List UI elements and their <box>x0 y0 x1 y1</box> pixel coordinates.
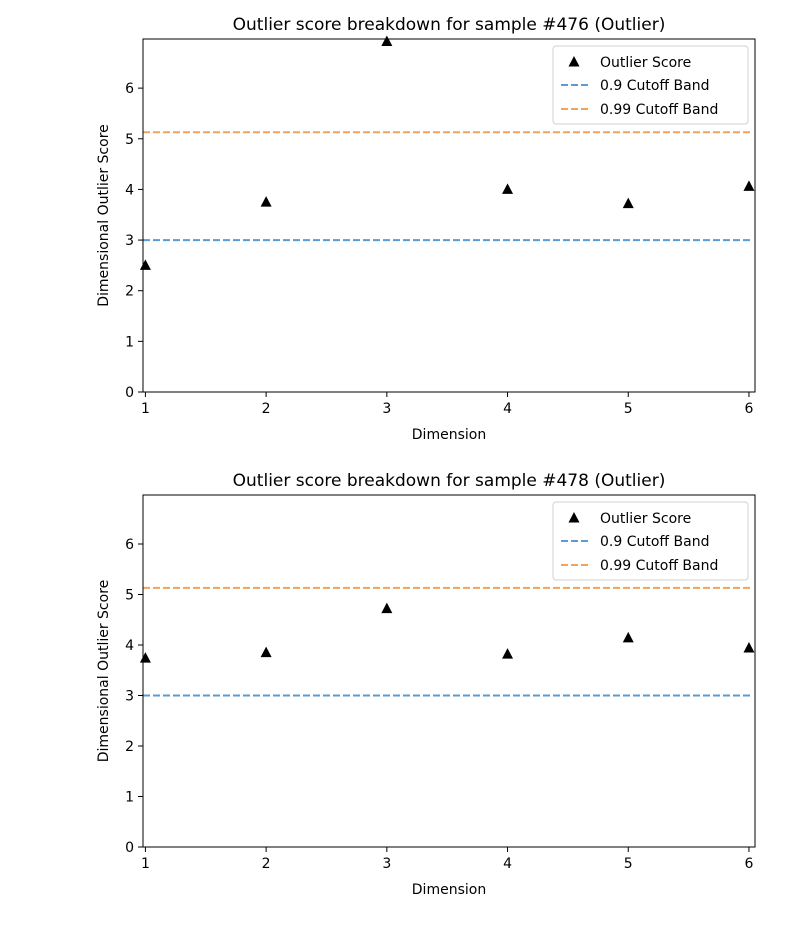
y-tick-label: 4 <box>125 638 134 654</box>
data-point <box>622 631 634 643</box>
data-point <box>743 180 755 191</box>
x-tick-label: 3 <box>382 856 391 872</box>
y-tick-label: 5 <box>125 132 134 148</box>
x-tick-label: 6 <box>745 856 754 872</box>
y-tick-label: 2 <box>125 739 134 755</box>
x-axis-label: Dimension <box>412 882 486 898</box>
legend-box <box>552 501 749 581</box>
y-tick-label: 0 <box>125 385 134 401</box>
x-tick-label: 4 <box>503 401 512 417</box>
data-point <box>381 35 393 47</box>
x-tick-label: 4 <box>503 856 512 872</box>
legend-label: 0.9 Cutoff Band <box>600 78 709 94</box>
y-tick-label: 3 <box>125 688 134 704</box>
legend-label: Outlier Score <box>600 511 691 527</box>
x-tick-label: 1 <box>141 401 150 417</box>
y-axis-label: Dimensional Outlier Score <box>96 580 112 763</box>
data-point <box>139 652 151 663</box>
data-point <box>502 183 514 194</box>
data-point <box>260 196 272 207</box>
y-tick-label: 6 <box>125 81 134 97</box>
x-tick-label: 2 <box>262 856 271 872</box>
chart-title: Outlier score breakdown for sample #478 … <box>233 471 666 491</box>
x-tick-label: 6 <box>745 401 754 417</box>
legend: Outlier Score 0.9 Cutoff Band 0.99 Cutoff … <box>552 501 749 581</box>
y-axis-label: Dimensional Outlier Score <box>96 124 112 307</box>
data-point <box>502 648 514 659</box>
chart-panel-1: Outlier score breakdown for sample #476 … <box>96 15 756 443</box>
x-tick-label: 3 <box>382 401 391 417</box>
data-point <box>260 646 272 658</box>
y-tick-label: 2 <box>125 284 134 300</box>
legend-marker <box>568 56 580 67</box>
data-point <box>139 259 151 270</box>
axes-frame <box>142 494 756 848</box>
data-point <box>743 642 755 653</box>
legend-label: Outlier Score <box>600 55 691 71</box>
y-tick-label: 5 <box>125 587 134 603</box>
legend-label: 0.99 Cutoff Band <box>600 558 718 574</box>
data-point <box>381 602 393 614</box>
legend-marker <box>568 512 580 523</box>
legend-label: 0.9 Cutoff Band <box>600 534 709 550</box>
axes-frame <box>142 38 756 393</box>
legend-label: 0.99 Cutoff Band <box>600 102 718 118</box>
y-tick-label: 6 <box>125 537 134 553</box>
chart-title: Outlier score breakdown for sample #476 … <box>233 15 666 35</box>
chart-panel-2: Outlier score breakdown for sample #478 … <box>96 471 756 898</box>
x-tick-label: 2 <box>262 401 271 417</box>
x-axis-label: Dimension <box>412 427 486 443</box>
y-tick-label: 3 <box>125 233 134 249</box>
legend-box <box>552 45 749 125</box>
legend: Outlier Score 0.9 Cutoff Band 0.99 Cutoff … <box>552 45 749 125</box>
y-tick-label: 0 <box>125 840 134 856</box>
y-tick-label: 1 <box>125 334 134 350</box>
y-tick-label: 1 <box>125 789 134 805</box>
x-tick-label: 1 <box>141 856 150 872</box>
y-tick-label: 4 <box>125 182 134 198</box>
data-point <box>622 197 634 209</box>
x-tick-label: 5 <box>624 401 633 417</box>
x-tick-label: 5 <box>624 856 633 872</box>
